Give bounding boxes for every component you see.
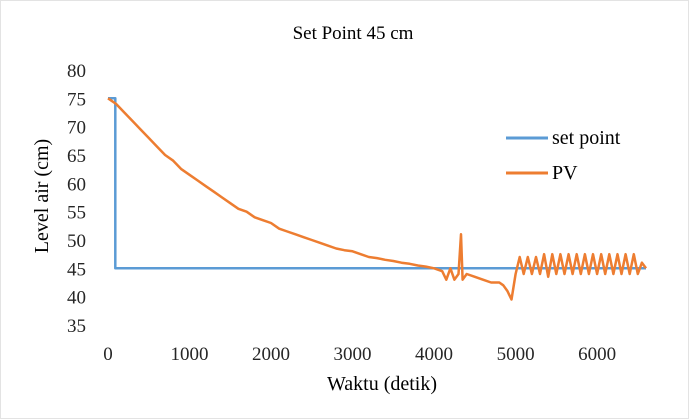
y-tick-label: 75 — [67, 89, 86, 110]
y-axis-title: Level air (cm) — [31, 139, 53, 253]
x-tick-label: 0 — [103, 344, 113, 365]
y-tick-label: 55 — [67, 203, 86, 224]
y-tick-label: 50 — [67, 231, 86, 252]
y-axis-tick-labels: 35 40 45 50 55 60 65 70 75 80 — [67, 61, 86, 337]
x-tick-label: 6000 — [578, 344, 616, 365]
y-tick-label: 40 — [67, 288, 86, 309]
series-line-set-point — [108, 97, 646, 270]
y-tick-label: 35 — [67, 316, 86, 337]
chart-title: Set Point 45 cm — [293, 23, 414, 44]
y-tick-label: 80 — [67, 61, 86, 82]
y-tick-label: 70 — [67, 118, 86, 139]
x-tick-label: 4000 — [415, 344, 453, 365]
x-tick-label: 3000 — [334, 344, 372, 365]
x-axis-tick-labels: 0 1000 2000 3000 4000 5000 6000 — [103, 344, 616, 365]
series-line-pv — [107, 97, 648, 301]
x-tick-label: 2000 — [252, 344, 290, 365]
y-tick-label: 65 — [67, 146, 86, 167]
y-tick-label: 60 — [67, 174, 86, 195]
legend-label: PV — [552, 162, 578, 184]
x-tick-label: 5000 — [497, 344, 535, 365]
x-axis-title: Waktu (detik) — [327, 373, 437, 395]
y-tick-label: 45 — [67, 259, 86, 280]
series-lines — [107, 97, 648, 301]
legend: set point PV — [506, 127, 621, 184]
x-tick-label: 1000 — [171, 344, 209, 365]
legend-label: set point — [552, 127, 621, 149]
